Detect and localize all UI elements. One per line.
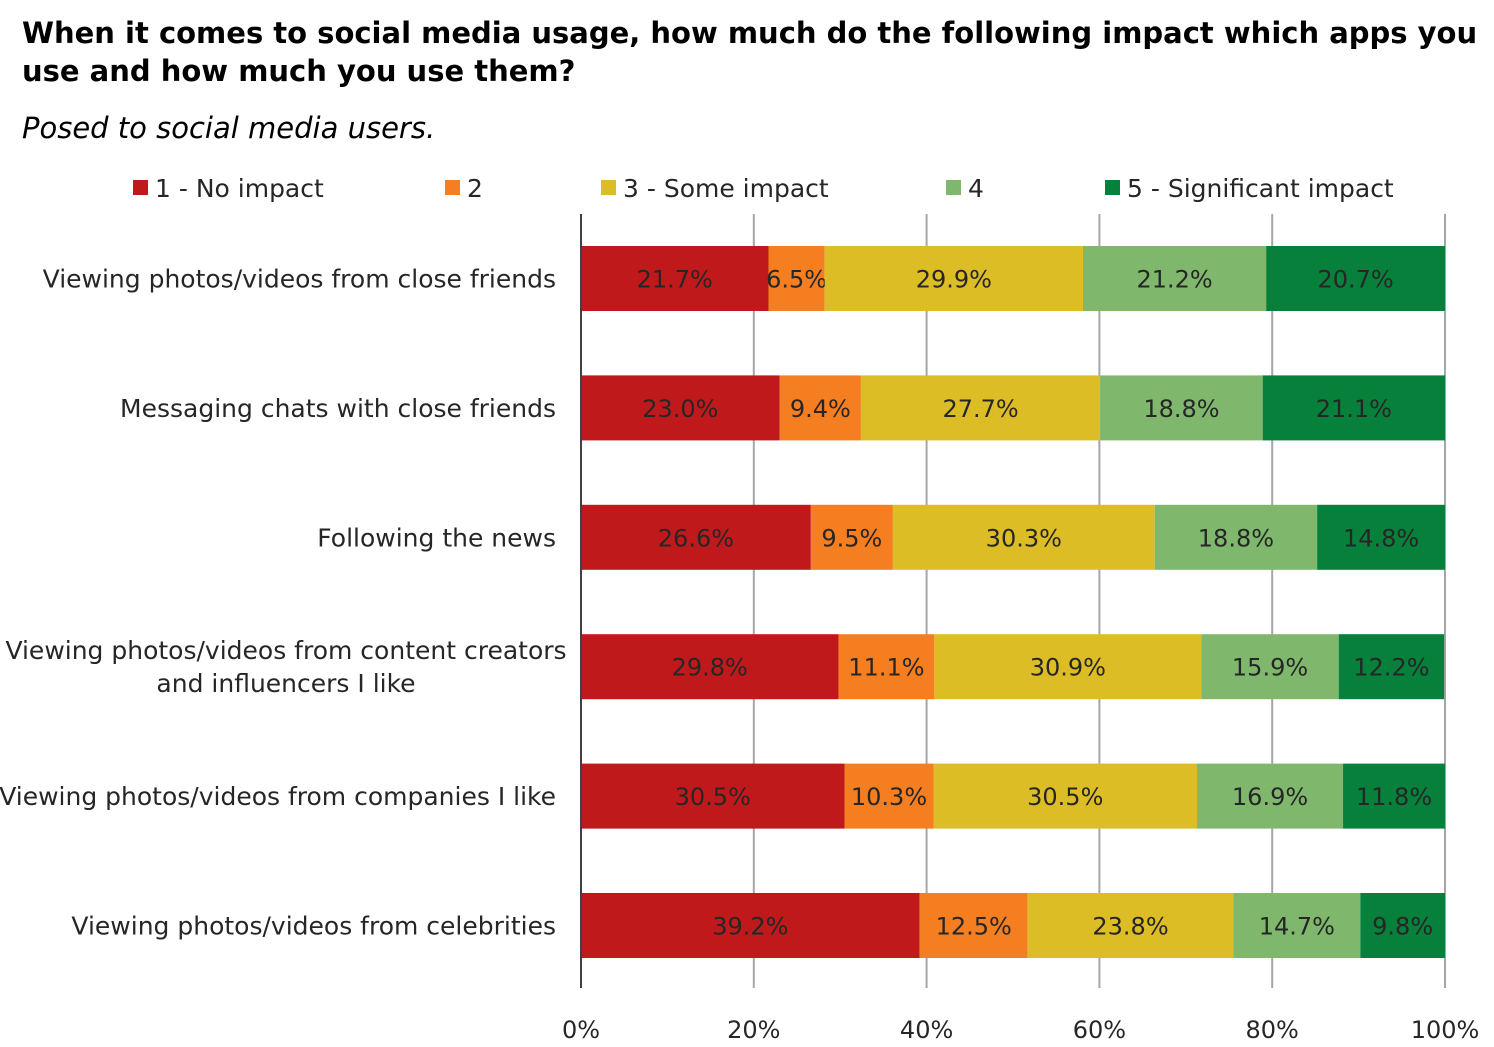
category-label: Messaging chats with close friends bbox=[120, 394, 556, 423]
data-label: 18.8% bbox=[1143, 395, 1219, 423]
data-label: 30.5% bbox=[675, 783, 751, 811]
bar-segment bbox=[581, 763, 845, 829]
bar-segment bbox=[1100, 375, 1263, 441]
legend-swatch bbox=[1105, 180, 1120, 195]
legend-swatch bbox=[946, 180, 961, 195]
legend-label: 5 - Significant impact bbox=[1127, 174, 1394, 203]
bar-segment bbox=[768, 246, 825, 311]
data-label: 10.3% bbox=[851, 783, 927, 811]
bar-segment bbox=[1027, 893, 1234, 958]
x-tick-label: 0% bbox=[562, 1016, 600, 1044]
bar-segment bbox=[1360, 893, 1445, 958]
data-label: 30.9% bbox=[1030, 654, 1106, 682]
legend: 1 - No impact 2 3 - Some impact 4 5 - Signif… bbox=[133, 174, 1394, 203]
category-label: Viewing photos/videos from celebrities bbox=[71, 912, 556, 941]
data-label: 29.9% bbox=[916, 266, 992, 294]
legend-swatch bbox=[601, 180, 616, 195]
data-label: 12.2% bbox=[1353, 654, 1429, 682]
data-label: 30.5% bbox=[1027, 783, 1103, 811]
category-label-line: and influencers I like bbox=[156, 669, 415, 698]
bar-segment bbox=[779, 375, 861, 441]
x-tick-label: 100% bbox=[1411, 1016, 1480, 1044]
bar-segment bbox=[1317, 504, 1445, 570]
bar-segment bbox=[1197, 763, 1344, 829]
legend-label: 2 bbox=[467, 174, 483, 203]
x-tick-label: 20% bbox=[727, 1016, 780, 1044]
x-tick-label: 60% bbox=[1073, 1016, 1126, 1044]
x-tick-label: 80% bbox=[1246, 1016, 1299, 1044]
data-label: 11.1% bbox=[848, 654, 924, 682]
bar-segment bbox=[1082, 246, 1267, 311]
data-label: 23.8% bbox=[1092, 913, 1168, 941]
bar-segment bbox=[581, 504, 811, 570]
data-label: 9.5% bbox=[821, 524, 882, 552]
data-label: 14.8% bbox=[1343, 524, 1419, 552]
category-label: Viewing photos/videos from content creat… bbox=[5, 636, 566, 698]
data-label: 39.2% bbox=[712, 913, 788, 941]
legend-swatch bbox=[445, 180, 460, 195]
bar-segment bbox=[1338, 634, 1445, 700]
bar-segment bbox=[1262, 375, 1445, 441]
data-label: 26.6% bbox=[658, 524, 734, 552]
category-label: Viewing photos/videos from companies I l… bbox=[0, 782, 556, 811]
category-label-line: Viewing photos/videos from content creat… bbox=[5, 636, 566, 665]
legend-label: 4 bbox=[968, 174, 984, 203]
bar-segment bbox=[824, 246, 1083, 311]
bar-segment bbox=[860, 375, 1101, 441]
data-label: 16.9% bbox=[1232, 783, 1308, 811]
data-label: 9.4% bbox=[790, 395, 851, 423]
data-label: 23.0% bbox=[642, 395, 718, 423]
bar-segment bbox=[581, 375, 780, 441]
bar-segment bbox=[1201, 634, 1339, 700]
bar-segment bbox=[1343, 763, 1445, 829]
bar-segment bbox=[810, 504, 893, 570]
data-label: 18.8% bbox=[1198, 524, 1274, 552]
axes: 0% 20% 40% 60% 80% 100% Viewing photos/videos … bbox=[0, 214, 1479, 1044]
bar-segment bbox=[1233, 893, 1361, 958]
bars: 21.7% 6.5% 29.9% 21.2% 20.7% 23.0% 9.4% 27.7% 18… bbox=[581, 246, 1445, 958]
bar-segment bbox=[581, 893, 920, 958]
bar-segment bbox=[1266, 246, 1445, 311]
bar-segment bbox=[1154, 504, 1318, 570]
data-label: 27.7% bbox=[942, 395, 1018, 423]
data-label: 20.7% bbox=[1317, 266, 1393, 294]
data-label: 12.5% bbox=[936, 913, 1012, 941]
bar-segment bbox=[934, 634, 1202, 700]
legend-label: 1 - No impact bbox=[155, 174, 324, 203]
bar-segment bbox=[892, 504, 1155, 570]
data-label: 15.9% bbox=[1232, 654, 1308, 682]
data-label: 6.5% bbox=[766, 266, 827, 294]
legend-swatch bbox=[133, 180, 148, 195]
data-label: 11.8% bbox=[1356, 783, 1432, 811]
data-label: 29.8% bbox=[672, 654, 748, 682]
category-label: Viewing photos/videos from close friends bbox=[43, 265, 556, 294]
bar-segment bbox=[919, 893, 1028, 958]
bar-segment bbox=[581, 246, 769, 311]
bar-segment bbox=[581, 634, 839, 700]
data-label: 9.8% bbox=[1372, 913, 1433, 941]
category-label: Following the news bbox=[317, 523, 556, 552]
legend-label: 3 - Some impact bbox=[623, 174, 829, 203]
bar-segment bbox=[933, 763, 1198, 829]
chart-subtitle: Posed to social media users. bbox=[22, 111, 436, 145]
data-label: 14.7% bbox=[1259, 913, 1335, 941]
gridlines bbox=[752, 214, 1446, 988]
data-label: 21.7% bbox=[637, 266, 713, 294]
data-label: 30.3% bbox=[986, 524, 1062, 552]
x-tick-label: 40% bbox=[900, 1016, 953, 1044]
bar-segment bbox=[838, 634, 935, 700]
chart-title: When it comes to social media usage, how… bbox=[22, 16, 1478, 88]
data-label: 21.1% bbox=[1316, 395, 1392, 423]
bar-segment bbox=[844, 763, 934, 829]
data-label: 21.2% bbox=[1136, 266, 1212, 294]
